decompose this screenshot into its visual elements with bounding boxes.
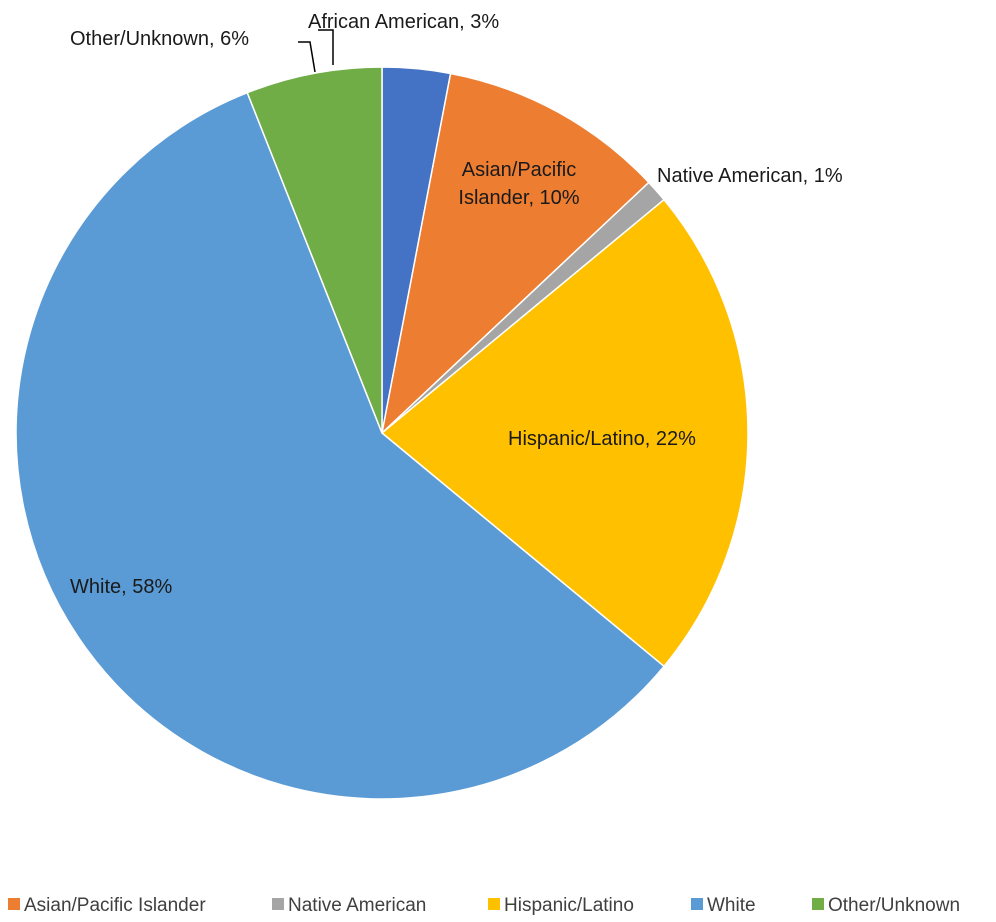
pie-slice-other-unknown (246, 66, 383, 434)
pie-slices (15, 66, 749, 800)
leader-line-african-american (318, 29, 334, 65)
data-label-hispanic-latino: Hispanic/Latino, 22% (508, 428, 696, 450)
legend-label-native-american: Native American (288, 895, 426, 916)
leader-lines (298, 29, 334, 73)
pie-slice-white (15, 91, 666, 800)
data-label-asian-pacific-islander: Asian/Pacific Islander, 10% (458, 159, 579, 209)
legend-label-hispanic-latino: Hispanic/Latino (504, 895, 634, 916)
legend-swatch-asian-pacific-islander (8, 898, 20, 910)
pie-slice-hispanic-latino (380, 198, 749, 668)
data-label-other-unknown: Other/Unknown, 6% (70, 28, 249, 50)
legend: Asian/Pacific Islander Native American His… (8, 895, 960, 916)
legend-label-white: White (707, 895, 756, 916)
data-label-white: White, 58% (70, 576, 172, 598)
data-labels: African American, 3% Asian/Pacific Islande… (70, 11, 843, 598)
legend-swatch-white (691, 898, 703, 910)
data-label-native-american: Native American, 1% (657, 165, 843, 187)
pie-slice-asian-pacific-islander (380, 72, 650, 436)
legend-swatch-other-unknown (812, 898, 824, 910)
legend-swatch-native-american (272, 898, 284, 910)
legend-label-other-unknown: Other/Unknown (828, 895, 960, 916)
legend-swatch-hispanic-latino (488, 898, 500, 910)
leader-line-other-unknown (298, 41, 316, 73)
data-label-african-american: African American, 3% (308, 11, 499, 33)
legend-label-asian-pacific-islander: Asian/Pacific Islander (24, 895, 206, 916)
